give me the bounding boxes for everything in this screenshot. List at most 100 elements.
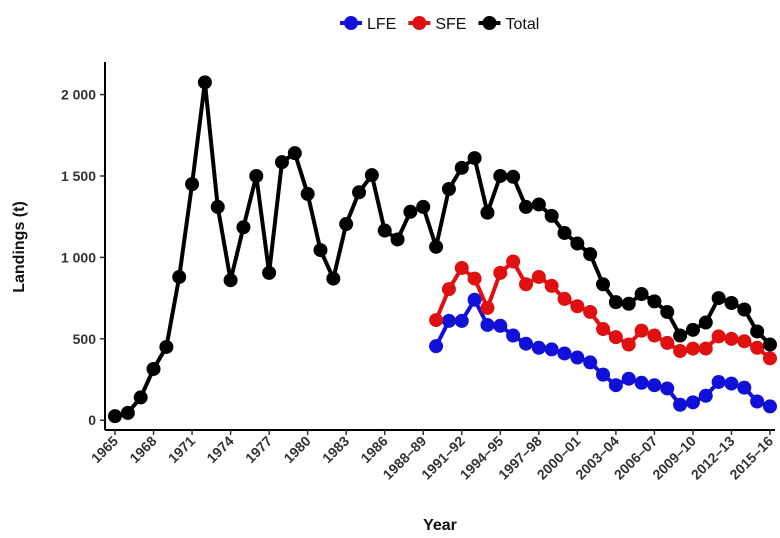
data-point xyxy=(506,254,521,269)
data-point xyxy=(621,337,636,352)
data-point xyxy=(210,199,225,214)
x-tick-label: 1971 xyxy=(165,433,198,466)
series-line xyxy=(434,297,771,409)
x-axis-title: Year xyxy=(423,517,457,534)
data-point xyxy=(647,328,662,343)
y-tick-label: 1 500 xyxy=(61,168,96,184)
data-point xyxy=(364,168,379,183)
data-point xyxy=(647,378,662,393)
data-point xyxy=(634,287,649,302)
legend-swatch xyxy=(344,16,358,30)
data-point xyxy=(133,390,148,405)
y-tick-label: 1 000 xyxy=(61,249,96,265)
data-point xyxy=(750,324,765,339)
data-point xyxy=(583,355,598,370)
data-point xyxy=(185,177,200,192)
data-point xyxy=(480,317,495,332)
data-point xyxy=(441,182,456,197)
data-point xyxy=(506,169,521,184)
data-point xyxy=(262,265,277,280)
data-point xyxy=(159,339,174,354)
data-point xyxy=(339,217,354,232)
data-point xyxy=(454,313,469,328)
data-point xyxy=(531,340,546,355)
x-tick-label: 1965 xyxy=(88,433,121,466)
legend-label: SFE xyxy=(435,16,466,33)
data-point xyxy=(506,328,521,343)
data-point xyxy=(544,342,559,357)
data-point xyxy=(120,405,135,420)
data-point xyxy=(724,376,739,391)
data-point xyxy=(454,260,469,275)
y-tick-label: 0 xyxy=(88,412,96,428)
data-point xyxy=(518,199,533,214)
data-point xyxy=(557,291,572,306)
data-point xyxy=(698,315,713,330)
legend-swatch xyxy=(482,16,497,30)
legend-label: LFE xyxy=(367,16,396,33)
data-point xyxy=(737,302,752,317)
data-point xyxy=(313,243,328,258)
data-point xyxy=(467,292,482,307)
data-point xyxy=(480,300,495,315)
data-point xyxy=(596,367,611,382)
data-point xyxy=(608,378,623,393)
y-axis-title: Landings (t) xyxy=(11,201,28,293)
data-point xyxy=(493,318,508,333)
data-point xyxy=(737,380,752,395)
data-point xyxy=(583,247,598,262)
data-point xyxy=(685,341,700,356)
data-point xyxy=(750,340,765,355)
data-point xyxy=(596,277,611,292)
data-point xyxy=(673,397,688,412)
data-point xyxy=(724,295,739,310)
data-point xyxy=(223,273,238,288)
data-point xyxy=(518,336,533,351)
x-tick-label: 1983 xyxy=(319,433,352,466)
data-point xyxy=(673,328,688,343)
data-point xyxy=(685,395,700,410)
data-point xyxy=(763,399,777,414)
data-point xyxy=(493,168,508,183)
data-point xyxy=(634,375,649,390)
data-point xyxy=(480,205,495,220)
x-tick-label: 1980 xyxy=(280,433,313,466)
data-point xyxy=(711,374,726,389)
data-point xyxy=(531,197,546,212)
data-point xyxy=(608,295,623,310)
data-point xyxy=(763,337,777,352)
legend-swatch xyxy=(412,16,427,30)
data-point xyxy=(300,186,315,201)
data-point xyxy=(441,282,456,297)
data-point xyxy=(172,269,187,284)
data-point xyxy=(236,220,251,235)
data-point xyxy=(621,296,636,311)
data-point xyxy=(416,199,431,214)
data-point xyxy=(750,394,765,409)
data-point xyxy=(108,409,122,424)
data-point xyxy=(737,334,752,349)
data-point xyxy=(634,323,649,338)
data-point xyxy=(429,339,444,354)
data-point xyxy=(467,151,482,166)
data-point xyxy=(570,236,585,251)
data-point xyxy=(647,294,662,309)
x-tick-label: 1968 xyxy=(126,433,159,466)
data-point xyxy=(711,329,726,344)
data-point xyxy=(608,330,623,345)
y-tick-label: 2 000 xyxy=(61,87,96,103)
data-point xyxy=(531,269,546,284)
data-point xyxy=(711,291,726,306)
data-point xyxy=(621,371,636,386)
data-point xyxy=(544,278,559,293)
data-point xyxy=(352,185,367,200)
data-point xyxy=(698,388,713,403)
data-point xyxy=(377,223,392,238)
x-tick-label: 2015–16 xyxy=(726,433,776,483)
data-point xyxy=(557,346,572,361)
data-point xyxy=(287,146,302,161)
data-point xyxy=(570,299,585,314)
legend-label: Total xyxy=(505,16,539,33)
data-point xyxy=(390,232,405,247)
